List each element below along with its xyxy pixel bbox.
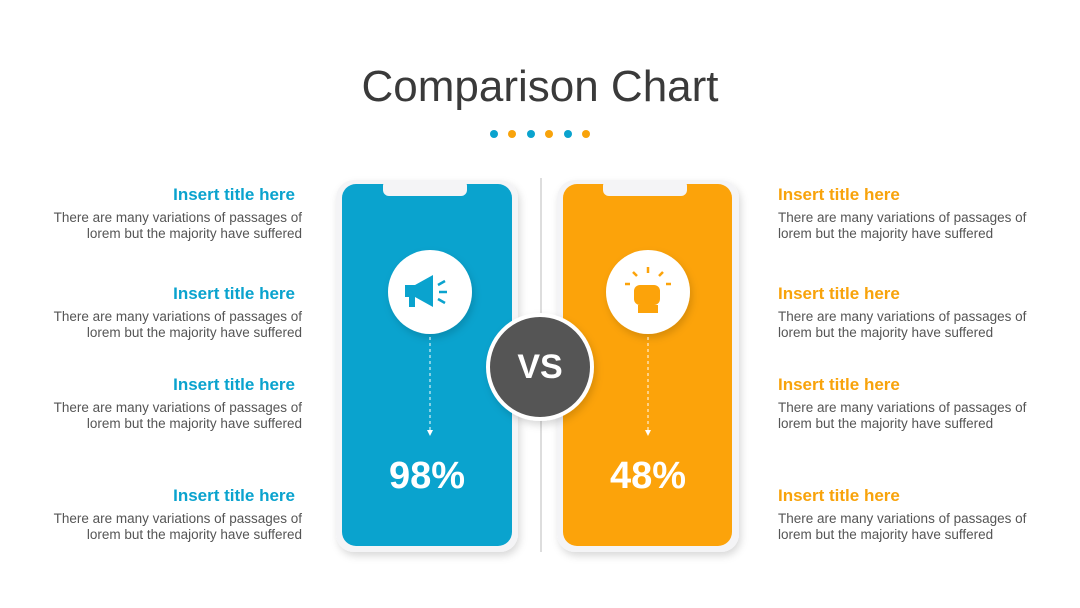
item-text: There are many variations of passages of (53, 309, 302, 324)
item-text: There are many variations of passages of (778, 400, 1027, 415)
item-text: lorem but the majority have suffered (86, 527, 302, 542)
item-title: Insert title here (173, 375, 295, 394)
item-title: Insert title here (778, 284, 900, 303)
vs-circle (486, 313, 594, 421)
item-title: Insert title here (778, 375, 900, 394)
item-text: There are many variations of passages of (53, 400, 302, 415)
right-phone (557, 180, 739, 552)
item-text: lorem but the majority have suffered (778, 416, 994, 431)
item-title: Insert title here (173, 284, 295, 303)
item-text: There are many variations of passages of (778, 309, 1027, 324)
item-text: lorem but the majority have suffered (86, 226, 302, 241)
item-text: lorem but the majority have suffered (86, 325, 302, 340)
item-text: There are many variations of passages of (53, 210, 302, 225)
left-percent: 98% (388, 455, 466, 497)
item-title: Insert title here (778, 486, 900, 505)
item-title: Insert title here (778, 185, 900, 204)
item-text: lorem but the majority have suffered (778, 325, 994, 340)
left-phone (336, 180, 518, 552)
item-title: Insert title here (173, 185, 295, 204)
title: Comparison Chart (361, 62, 719, 111)
item-text: There are many variations of passages of (778, 210, 1027, 225)
item-text: lorem but the majority have suffered (778, 226, 994, 241)
item-text: There are many variations of passages of (778, 511, 1027, 526)
vs-label: VS (517, 348, 563, 386)
item-title: Insert title here (173, 486, 295, 505)
right-percent: 48% (609, 455, 687, 497)
item-text: There are many variations of passages of (53, 511, 302, 526)
item-text: lorem but the majority have suffered (778, 527, 994, 542)
item-text: lorem but the majority have suffered (86, 416, 302, 431)
dots (490, 130, 590, 138)
